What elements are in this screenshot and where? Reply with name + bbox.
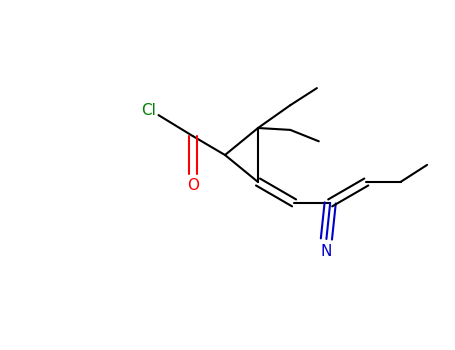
Text: Cl: Cl	[141, 103, 156, 118]
Text: O: O	[187, 178, 199, 194]
Text: N: N	[321, 244, 332, 259]
